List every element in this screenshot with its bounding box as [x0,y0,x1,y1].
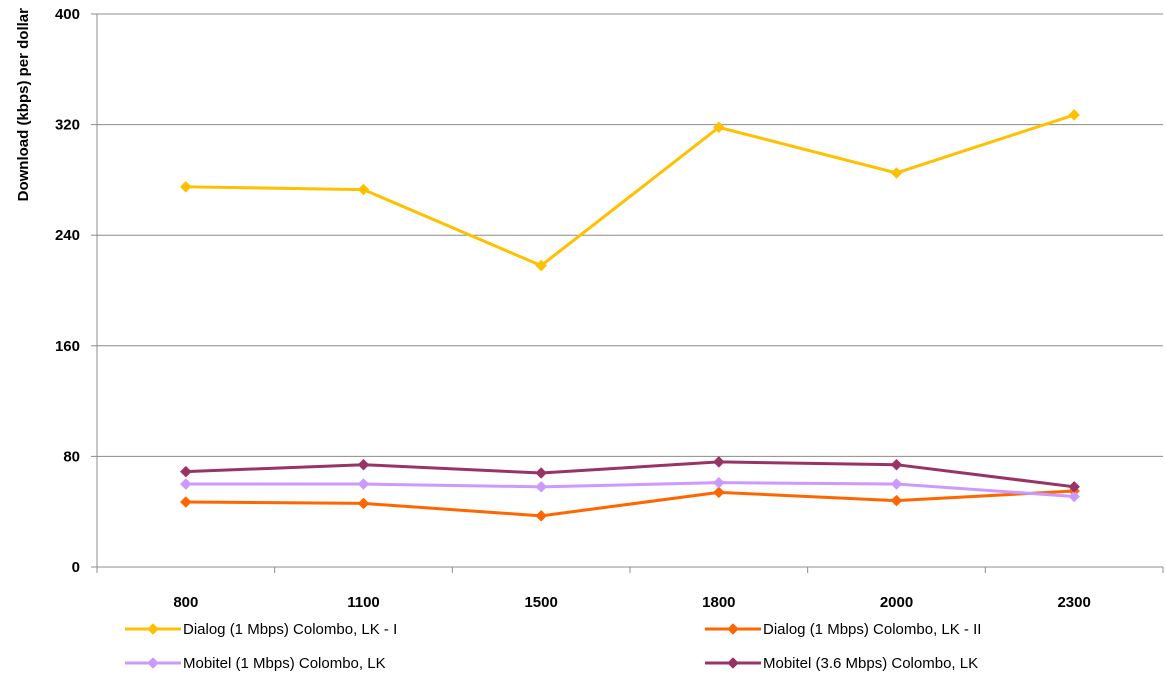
series-line [184,489,1076,518]
data-point [357,183,370,196]
series-2 [179,485,1081,522]
data-point [357,458,370,471]
x-tick-label: 2300 [1057,594,1090,611]
legend-swatch-marker [727,623,739,635]
legend-label: Dialog (1 Mbps) Colombo, LK - II [763,621,981,638]
gridlines [97,13,1163,457]
data-point [1068,480,1081,493]
x-tick-labels: 800 1100 1500 1800 2000 2300 [173,594,1091,611]
data-point [712,476,725,489]
x-tick-label: 800 [173,594,198,611]
y-axis-label: Download (kbps) per dollar [15,8,32,202]
y-tick-label: 80 [63,448,80,465]
x-tick-label: 1500 [524,594,557,611]
legend-entry: Mobitel (3.6 Mbps) Colombo, LK [705,655,978,672]
series-1 [179,109,1081,272]
data-point [535,259,548,272]
data-point [890,478,903,490]
legend-label: Mobitel (3.6 Mbps) Colombo, LK [763,655,978,672]
series-3 [179,476,1081,503]
series-line [184,481,1076,498]
data-point [357,497,370,510]
legend-swatch-marker [147,623,159,635]
data-point [179,478,192,490]
data-point [535,467,548,479]
y-tick-label: 400 [55,6,80,23]
series-lines [179,109,1081,522]
series-line [184,113,1076,268]
legend-swatch-marker [147,657,159,669]
x-tick-label: 1100 [347,594,380,611]
y-tick-label: 0 [72,559,80,576]
legend-entry: Mobitel (1 Mbps) Colombo, LK [125,655,386,672]
legend: Dialog (1 Mbps) Colombo, LK - I Dialog (1… [125,621,981,672]
data-point [179,180,192,193]
data-point [179,496,192,508]
legend-label: Dialog (1 Mbps) Colombo, LK - I [183,621,397,638]
y-tick-labels: 0 80 160 240 320 400 [55,6,80,576]
data-point [712,456,725,468]
data-point [535,509,548,522]
axes [91,13,1164,573]
data-point [712,486,725,499]
legend-swatch-marker [727,657,739,669]
y-tick-label: 240 [55,227,80,244]
data-point [890,167,903,179]
data-point [1068,490,1081,503]
data-point [712,121,725,134]
legend-label: Mobitel (1 Mbps) Colombo, LK [183,655,386,672]
legend-entry: Dialog (1 Mbps) Colombo, LK - II [705,621,981,638]
data-point [179,465,192,478]
y-tick-label: 160 [55,338,80,355]
data-point [890,458,903,471]
x-tick-label: 2000 [880,594,913,611]
data-point [1068,109,1081,121]
data-point [357,478,370,490]
data-point [890,494,903,507]
x-tick-label: 1800 [702,594,735,611]
series-line [184,460,1076,489]
data-point [535,480,548,493]
series-4 [179,456,1081,493]
legend-entry: Dialog (1 Mbps) Colombo, LK - I [125,621,397,638]
y-tick-label: 320 [55,117,80,134]
